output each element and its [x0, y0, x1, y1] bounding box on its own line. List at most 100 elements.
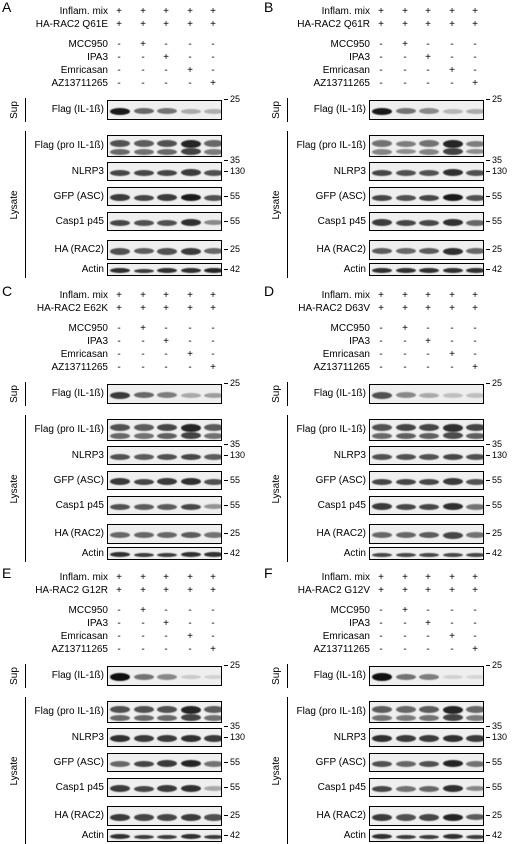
blot-strip — [369, 263, 484, 276]
band — [466, 424, 483, 432]
band — [204, 108, 221, 114]
mw-label: 55 — [230, 474, 241, 485]
blot-label: Flag (pro IL-1ß) — [296, 424, 366, 435]
band — [466, 108, 483, 114]
band — [372, 673, 392, 681]
minus-sign: - — [379, 605, 383, 616]
mw-label: 25 — [492, 94, 503, 104]
condition-row: Emricasan - - - + - — [0, 64, 258, 77]
panel-letter: F — [264, 565, 273, 581]
band — [443, 478, 463, 485]
minus-sign: - — [141, 78, 145, 89]
minus-sign: - — [473, 336, 477, 347]
plus-sign: + — [402, 303, 408, 314]
mw-tick — [486, 383, 490, 384]
band — [372, 248, 392, 254]
lysate-group-label: Lysate — [271, 755, 282, 786]
band — [181, 453, 201, 460]
mw-label: 55 — [230, 756, 241, 767]
mw-tick — [224, 444, 228, 445]
mw-tick — [486, 249, 490, 250]
blot-label: GFP (ASC) — [53, 474, 104, 486]
minus-sign: - — [211, 39, 215, 50]
blot-strip — [107, 419, 222, 441]
mw-label: 25 — [230, 528, 241, 538]
condition-label: Emricasan — [322, 631, 370, 642]
band — [181, 392, 201, 398]
band — [181, 169, 201, 176]
condition-label: AZ13711265 — [313, 644, 370, 655]
band — [134, 834, 154, 839]
mw-label: 130 — [230, 165, 246, 176]
blot-label: Casp1 p45 — [317, 499, 366, 511]
blot-strip — [107, 728, 222, 747]
blot-strip — [369, 753, 484, 772]
plus-sign: + — [402, 290, 408, 301]
mw-tick — [224, 249, 228, 250]
mw-label: 55 — [492, 756, 503, 767]
blot-strip — [369, 666, 484, 686]
band — [134, 108, 154, 114]
blot-strip — [369, 384, 484, 404]
minus-sign: - — [188, 362, 192, 373]
band — [466, 169, 483, 176]
condition-row: Inflam. mix + + + + + — [0, 5, 258, 18]
band — [396, 392, 416, 398]
band — [110, 268, 130, 273]
band — [157, 552, 177, 557]
band — [419, 108, 439, 114]
condition-label: Emricasan — [322, 349, 370, 360]
band — [157, 140, 177, 148]
plus-sign: + — [378, 303, 384, 314]
blot-label: GFP (ASC) — [315, 756, 366, 768]
mw-tick — [486, 160, 490, 161]
condition-row: HA-RAC2 E62K + + + + + — [0, 302, 258, 315]
minus-sign: - — [379, 52, 383, 63]
band — [134, 552, 154, 557]
mw-label: 130 — [230, 449, 246, 460]
minus-sign: - — [450, 605, 454, 616]
plus-sign: + — [140, 39, 146, 50]
mw-tick — [486, 533, 490, 534]
condition-label: AZ13711265 — [51, 644, 108, 655]
blot-label: NLRP3 — [71, 731, 104, 743]
lysate-group-label: Lysate — [271, 189, 282, 220]
blot-strip — [369, 496, 484, 515]
band — [443, 453, 463, 460]
band — [466, 814, 483, 820]
blot-strip — [107, 100, 222, 120]
panel-letter: C — [2, 283, 13, 299]
mw-label: 42 — [230, 829, 241, 840]
plus-sign: + — [116, 572, 122, 583]
minus-sign: - — [117, 362, 121, 373]
plus-sign: + — [378, 6, 384, 17]
mw-tick — [224, 479, 228, 481]
band — [396, 108, 416, 114]
band — [443, 675, 463, 679]
minus-sign: - — [141, 362, 145, 373]
band — [396, 714, 416, 721]
band — [372, 424, 392, 432]
band — [134, 424, 154, 432]
mw-label: 55 — [492, 215, 503, 226]
condition-label: MCC950 — [68, 39, 108, 50]
plus-sign: + — [425, 303, 431, 314]
blot-strip — [107, 162, 222, 181]
plus-sign: + — [163, 290, 169, 301]
group-bracket — [25, 382, 26, 406]
minus-sign: - — [450, 323, 454, 334]
minus-sign: - — [403, 336, 407, 347]
condition-row: Emricasan - - - + - — [262, 630, 520, 643]
plus-sign: + — [210, 6, 216, 17]
band — [134, 674, 154, 680]
sup-group-label: Sup — [271, 385, 282, 403]
band — [110, 552, 130, 557]
condition-label: AZ13711265 — [313, 78, 370, 89]
blot-label: HA (RAC2) — [54, 244, 104, 255]
blot-label: HA (RAC2) — [316, 528, 366, 539]
minus-sign: - — [450, 644, 454, 655]
minus-sign: - — [141, 644, 145, 655]
blot-strip — [107, 240, 222, 260]
blot-label: Flag (pro IL-1ß) — [296, 706, 366, 717]
blot-strip — [107, 384, 222, 404]
